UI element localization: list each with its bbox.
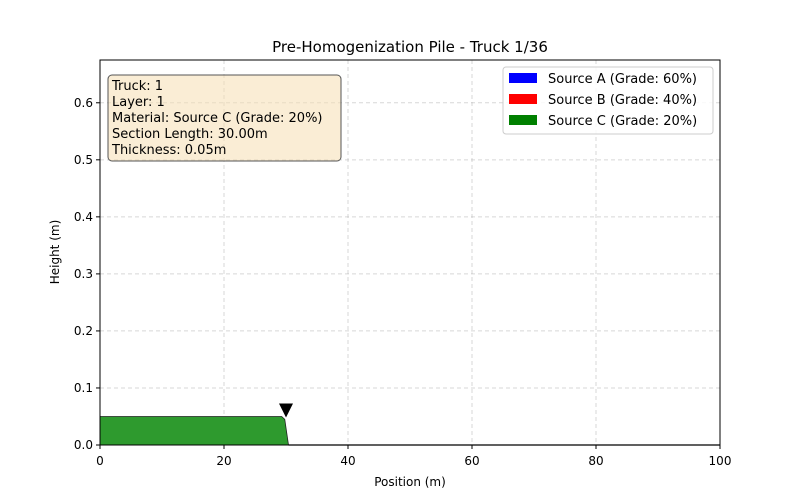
x-axis-label: Position (m) — [374, 475, 446, 489]
truck-marker — [279, 403, 293, 418]
info-box: Truck: 1 Layer: 1 Material: Source C (Gr… — [107, 74, 342, 162]
info-box-background — [107, 74, 342, 162]
y-tick-label: 0.1 — [74, 381, 93, 395]
legend-swatch-source-a — [509, 73, 537, 83]
info-material: Material: Source C (Grade: 20%) — [112, 111, 323, 126]
info-truck: Truck: 1 — [111, 79, 163, 94]
x-axis-ticks: 0 20 40 60 80 100 — [96, 445, 731, 468]
y-axis-ticks: 0.0 0.1 0.2 0.3 0.4 0.5 0.6 — [74, 96, 100, 452]
y-tick-label: 0.2 — [74, 324, 93, 338]
y-tick-label: 0.0 — [74, 438, 93, 452]
x-tick-label: 40 — [340, 454, 355, 468]
info-thickness: Thickness: 0.05m — [111, 143, 226, 158]
legend-label-source-a: Source A (Grade: 60%) — [548, 72, 697, 87]
x-tick-label: 20 — [216, 454, 231, 468]
legend-swatch-source-b — [509, 94, 537, 104]
x-tick-label: 80 — [588, 454, 603, 468]
x-tick-label: 60 — [464, 454, 479, 468]
x-tick-label: 0 — [96, 454, 104, 468]
legend-label-source-b: Source B (Grade: 40%) — [548, 93, 697, 108]
y-tick-label: 0.5 — [74, 153, 93, 167]
legend: Source A (Grade: 60%) Source B (Grade: 4… — [502, 66, 714, 135]
legend-box — [502, 66, 714, 135]
x-tick-label: 100 — [709, 454, 732, 468]
y-tick-label: 0.4 — [74, 210, 93, 224]
legend-label-source-c: Source C (Grade: 20%) — [548, 114, 697, 129]
chart-title: Pre-Homogenization Pile - Truck 1/36 — [272, 38, 548, 56]
y-tick-label: 0.6 — [74, 96, 93, 110]
pile-layer — [99, 416, 289, 446]
y-tick-label: 0.3 — [74, 267, 93, 281]
info-section-length: Section Length: 30.00m — [112, 127, 268, 142]
pile-layers — [99, 416, 289, 446]
plot-frame — [99, 59, 721, 446]
info-layer: Layer: 1 — [112, 95, 165, 110]
truck-position-marker — [279, 403, 293, 418]
legend-swatch-source-c — [509, 115, 537, 125]
y-axis-label: Height (m) — [48, 220, 62, 285]
